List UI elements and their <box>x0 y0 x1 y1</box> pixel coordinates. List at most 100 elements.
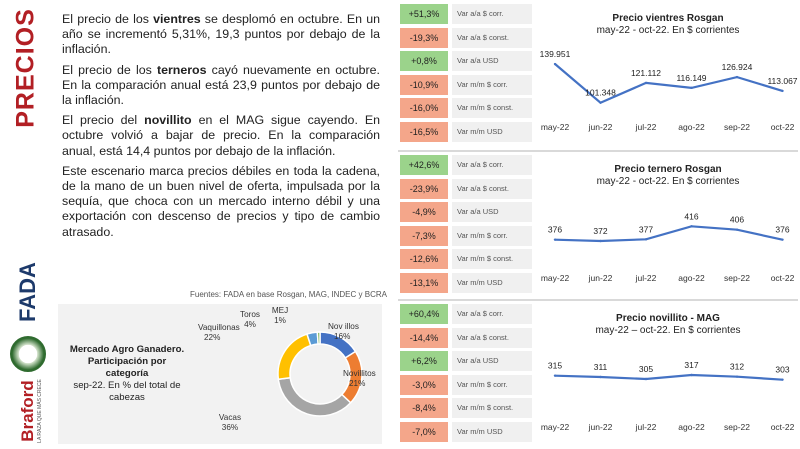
chart-subtitle: may-22 - oct-22. En $ corrientes <box>596 25 740 36</box>
data-label: 305 <box>639 364 653 374</box>
x-tick-label: sep-22 <box>724 122 750 132</box>
pie-chart-panel: Mercado Agro Ganadero. Participación por… <box>58 304 382 444</box>
variation-label: Var m/m $ corr. <box>452 374 532 395</box>
variation-label: Var m/m $ const. <box>452 249 532 270</box>
data-label: 113.067 <box>767 76 797 86</box>
line-chart: 315 may-22 311 jun-22 305 jul-22 317 ago-22 312 s… <box>541 360 795 432</box>
data-label: 376 <box>775 225 789 235</box>
slice-value-label: 16% <box>334 332 350 341</box>
data-label: 312 <box>730 362 744 372</box>
data-point <box>644 81 648 85</box>
variation-label: Var a/a $ corr. <box>452 155 532 175</box>
variation-row: +6,2% Var a/a USD <box>398 351 533 372</box>
chart-title-text: Precio vientres Rosgan <box>612 13 724 24</box>
x-tick-label: oct-22 <box>771 422 795 432</box>
fada-logo: FADA <box>15 262 40 322</box>
data-label: 372 <box>593 226 607 236</box>
pie-caption: Mercado Agro Ganadero. Participación por… <box>66 344 188 404</box>
x-tick-label: sep-22 <box>724 422 750 432</box>
x-tick-label: may-22 <box>541 422 570 432</box>
variation-label: Var a/a $ corr. <box>452 4 532 24</box>
divider <box>398 299 798 301</box>
slice-value-label: 36% <box>222 423 238 432</box>
variation-row: -16,5% Var m/m USD <box>398 122 533 142</box>
variation-value: -4,9% <box>400 202 448 223</box>
analysis-text: El precio de los vientres se desplomó en… <box>62 12 380 245</box>
x-tick-label: ago-22 <box>678 273 705 283</box>
braford-logo: Braford LA RAZA QUE MÁS CRECE <box>18 379 43 443</box>
data-point <box>599 101 602 104</box>
slice-name-label: Vaquillonas <box>198 323 240 332</box>
chart-title: Precio vientres Rosgan may-22 - oct-22. E… <box>538 13 798 37</box>
line-chart: 139.951 may-22 101.348 jun-22 121.112 jul-22 1… <box>540 49 798 132</box>
variation-row: -16,0% Var m/m $ const. <box>398 98 533 119</box>
data-label: 315 <box>548 361 562 371</box>
panel-vientres: +51,3% Var a/a $ corr. -19,3% Var a/a $ con… <box>398 2 798 148</box>
chart-subtitle: may-22 - oct-22. En $ corrientes <box>596 176 740 187</box>
data-point <box>735 228 739 231</box>
chart-subtitle: may-22 – oct-22. En $ corrientes <box>595 325 741 336</box>
variation-row: -23,9% Var a/a $ const. <box>398 178 533 199</box>
data-label: 376 <box>548 225 562 235</box>
data-point <box>690 86 693 90</box>
data-label: 303 <box>775 365 789 375</box>
pie-slice <box>277 376 352 417</box>
variation-label: Var a/a USD <box>452 51 532 72</box>
variation-value: -14,4% <box>400 327 448 348</box>
variation-label: Var a/a USD <box>452 202 532 223</box>
data-point <box>553 374 557 377</box>
sidebar: PRECIOS FADA Braford LA RAZA QUE MÁS CRE… <box>0 0 52 449</box>
variation-row: -3,0% Var m/m $ corr. <box>398 374 533 395</box>
variation-label: Var a/a $ const. <box>452 178 532 199</box>
x-tick-label: jul-22 <box>635 273 657 283</box>
data-label: 121.112 <box>631 68 661 78</box>
x-tick-label: jun-22 <box>588 122 613 132</box>
variation-value: +6,2% <box>400 351 448 372</box>
variation-value: +60,4% <box>400 304 448 324</box>
variation-label: Var a/a $ corr. <box>452 304 532 324</box>
pie-title: Mercado Agro Ganadero. Participación por… <box>69 344 185 379</box>
panel-ternero: +42,6% Var a/a $ corr. -23,9% Var a/a $ con… <box>398 153 798 299</box>
panel-novillito: +60,4% Var a/a $ corr. -14,4% Var a/a $ con… <box>398 302 798 448</box>
x-tick-label: jun-22 <box>588 422 613 432</box>
variation-label: Var m/m USD <box>452 273 532 293</box>
data-point <box>735 75 739 79</box>
paragraph-novillito: El precio del novillito en el MAG sigue … <box>62 113 380 158</box>
variation-label: Var m/m $ const. <box>452 398 532 419</box>
data-point <box>781 378 784 381</box>
data-label: 317 <box>684 360 698 370</box>
variation-row: -4,9% Var a/a USD <box>398 202 533 223</box>
x-tick-label: oct-22 <box>771 122 795 132</box>
data-label: 126.924 <box>722 62 753 72</box>
data-point <box>735 375 739 378</box>
variation-value: -10,9% <box>400 74 448 95</box>
variation-label: Var m/m USD <box>452 422 532 442</box>
chart-title-text: Precio ternero Rosgan <box>614 164 722 175</box>
slice-name-label: MEJ <box>272 306 288 315</box>
slice-value-label: 22% <box>204 333 220 342</box>
data-point <box>599 375 602 379</box>
variation-value: +51,3% <box>400 4 448 24</box>
data-label: 101.348 <box>585 88 616 98</box>
data-label: 406 <box>730 215 744 225</box>
data-point <box>781 238 784 241</box>
slice-name-label: Toros <box>240 310 260 319</box>
x-tick-label: oct-22 <box>771 273 795 283</box>
variation-value: -16,0% <box>400 98 448 119</box>
data-point <box>690 373 693 377</box>
x-tick-label: ago-22 <box>678 422 705 432</box>
variation-value: +42,6% <box>400 155 448 175</box>
pie-subtitle: sep-22. En % del total de cabezas <box>73 380 181 403</box>
variation-value: -8,4% <box>400 398 448 419</box>
paragraph-terneros: El precio de los terneros cayó nuevament… <box>62 62 380 108</box>
data-point <box>599 239 602 243</box>
line-chart: 376 may-22 372 jun-22 377 jul-22 416 ago-22 406 s… <box>541 211 795 283</box>
variation-row: +60,4% Var a/a $ corr. <box>398 304 533 324</box>
variation-value: -16,5% <box>400 122 448 142</box>
slice-value-label: 4% <box>244 320 256 329</box>
chart-title: Precio ternero Rosgan may-22 - oct-22. En… <box>538 164 798 188</box>
variation-value: -23,9% <box>400 178 448 199</box>
data-point <box>553 238 557 241</box>
variation-value: +0,8% <box>400 51 448 72</box>
